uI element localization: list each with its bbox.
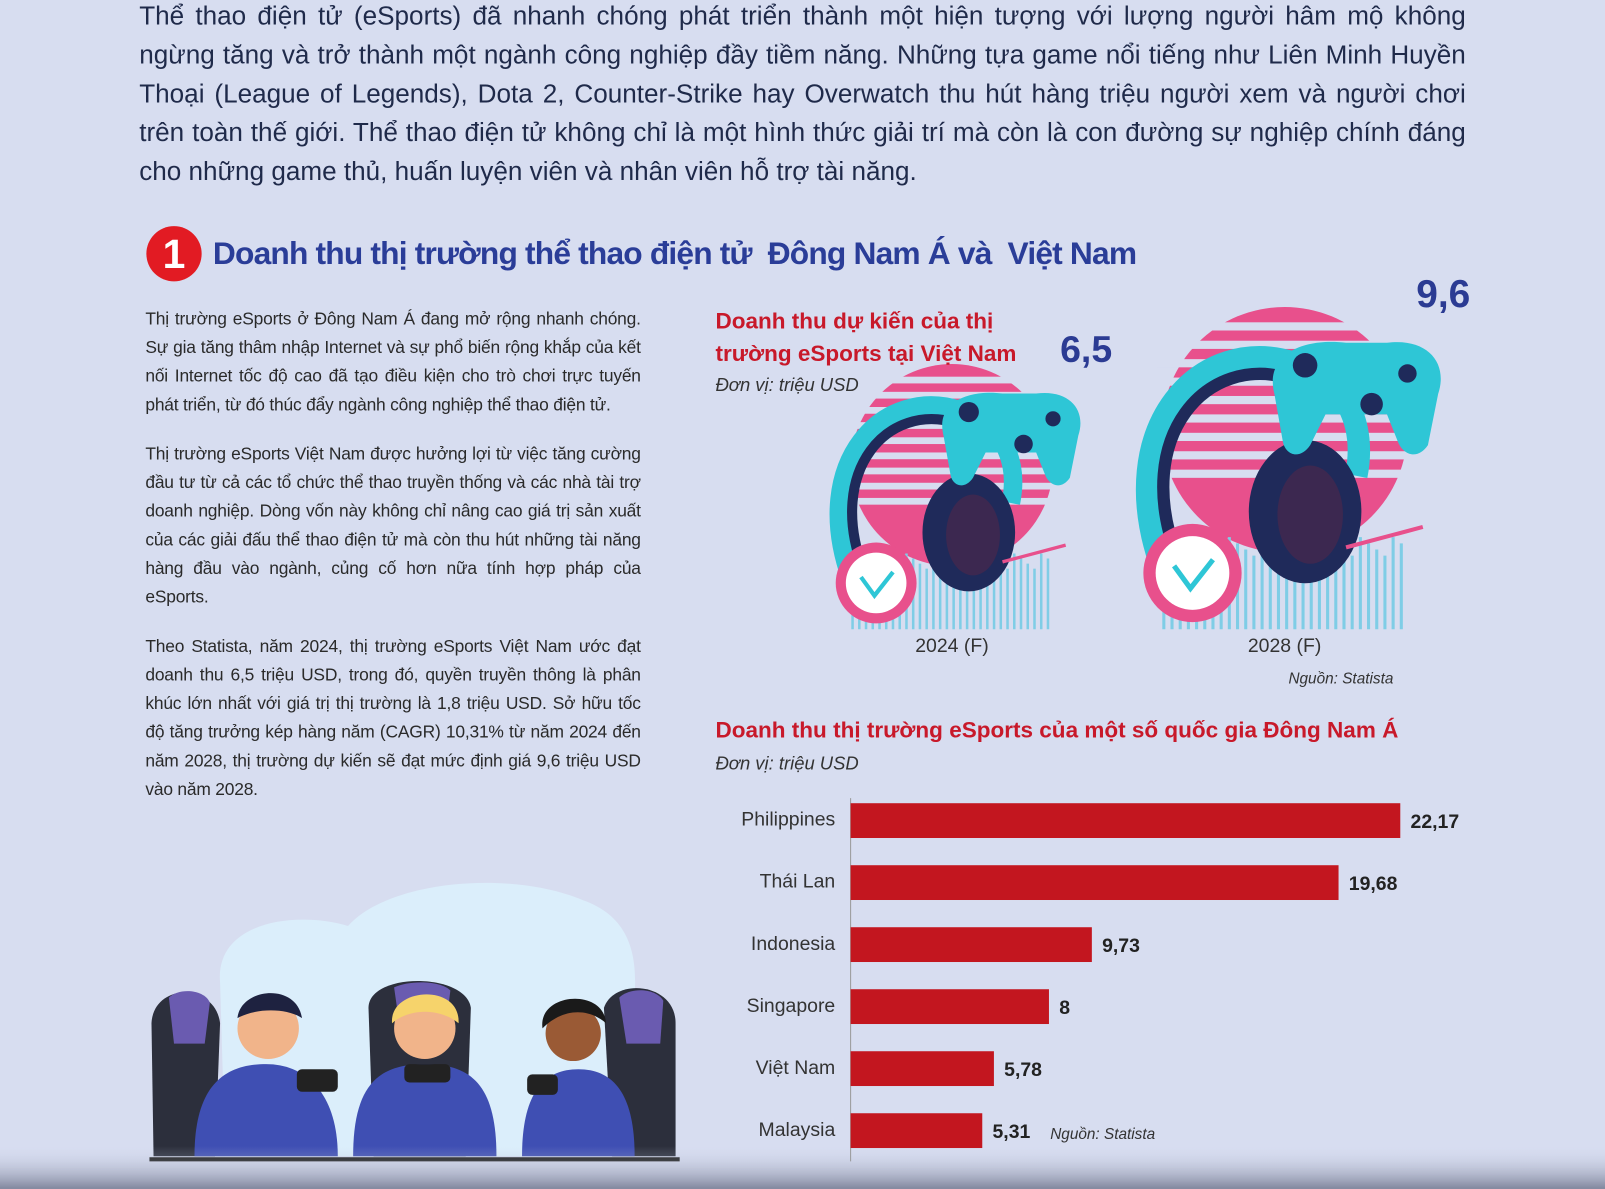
paragraph: Theo Statista, năm 2024, thị trường eSpo… bbox=[145, 636, 641, 800]
stripe bbox=[1156, 322, 1413, 331]
chart-title: Doanh thu thị trường eSports của một số … bbox=[715, 717, 1399, 743]
stripe bbox=[846, 376, 1058, 384]
mic bbox=[1345, 524, 1424, 550]
pictogram bbox=[1135, 306, 1441, 630]
stripe bbox=[1156, 340, 1413, 349]
value-label: 9,6 bbox=[1416, 273, 1470, 316]
source: Nguồn: Statista bbox=[1288, 671, 1393, 688]
chairs bbox=[151, 980, 676, 1157]
x-tick-label: 2028 (F) bbox=[1248, 635, 1321, 657]
value-label: 9,73 bbox=[1102, 935, 1140, 957]
bar bbox=[850, 1051, 994, 1087]
ear-cup-face bbox=[845, 552, 907, 614]
section-number: 1 bbox=[163, 231, 186, 277]
y-tick-label: Singapore bbox=[747, 995, 836, 1017]
paragraph: Thị trường eSports Việt Nam được hưởng l… bbox=[145, 444, 641, 607]
chart-subtitle: Đơn vị: triệu USD bbox=[715, 374, 859, 395]
bar bbox=[850, 1113, 983, 1149]
ear-cup-inner bbox=[946, 494, 1000, 576]
y-tick-label: Indonesia bbox=[751, 933, 836, 955]
stripe bbox=[846, 391, 1058, 399]
logo bbox=[1171, 558, 1215, 593]
pictogram bbox=[829, 364, 1081, 630]
ear-cup-face bbox=[1155, 536, 1230, 610]
ear-cup-inner bbox=[1277, 465, 1343, 564]
bar bbox=[850, 927, 1092, 963]
paragraph: Thị trường eSports ở Đông Nam Á đang mở … bbox=[145, 309, 641, 415]
body-text: Thị trường eSports ở Đông Nam Á đang mở … bbox=[145, 305, 641, 825]
mic bbox=[1002, 543, 1067, 564]
value-label: 5,31 bbox=[993, 1121, 1031, 1143]
bar bbox=[850, 803, 1401, 839]
y-tick-label: Philippines bbox=[741, 809, 835, 831]
headband bbox=[829, 396, 1023, 582]
button bbox=[958, 401, 979, 423]
intro-paragraph: Thể thao điện tử (eSports) đã nhanh chón… bbox=[139, 2, 1466, 187]
value-label: 5,78 bbox=[1004, 1059, 1042, 1081]
button bbox=[1292, 353, 1318, 378]
source: Nguồn: Statista bbox=[1050, 1126, 1155, 1143]
chart-subtitle: Đơn vị: triệu USD bbox=[715, 753, 859, 774]
y-tick-label: Việt Nam bbox=[756, 1057, 836, 1079]
button bbox=[1398, 364, 1417, 383]
button bbox=[1014, 434, 1033, 454]
value-label: 19,68 bbox=[1349, 873, 1398, 895]
value-label: 8 bbox=[1059, 997, 1070, 1019]
players bbox=[194, 993, 635, 1157]
button bbox=[1360, 392, 1383, 416]
bar bbox=[850, 989, 1049, 1025]
section-badge bbox=[146, 226, 202, 282]
button bbox=[1045, 411, 1061, 427]
bottom-shade bbox=[0, 1145, 1605, 1189]
gamers-illustration bbox=[149, 882, 680, 1162]
x-tick-label: 2024 (F) bbox=[915, 635, 988, 657]
headband-inner bbox=[847, 414, 958, 573]
y-tick-label: Thái Lan bbox=[760, 871, 836, 893]
value-label: 6,5 bbox=[1060, 328, 1112, 370]
headband bbox=[1135, 346, 1371, 572]
bar bbox=[850, 865, 1339, 901]
y-tick-label: Malaysia bbox=[759, 1119, 836, 1141]
logo bbox=[859, 570, 895, 600]
chart-title: Doanh thu dự kiến của thị trường eSports… bbox=[715, 307, 1017, 367]
headband-inner bbox=[1157, 367, 1292, 560]
section-title: Doanh thu thị trường thể thao điện tử Đô… bbox=[212, 235, 1137, 272]
value-label: 22,17 bbox=[1411, 811, 1460, 833]
